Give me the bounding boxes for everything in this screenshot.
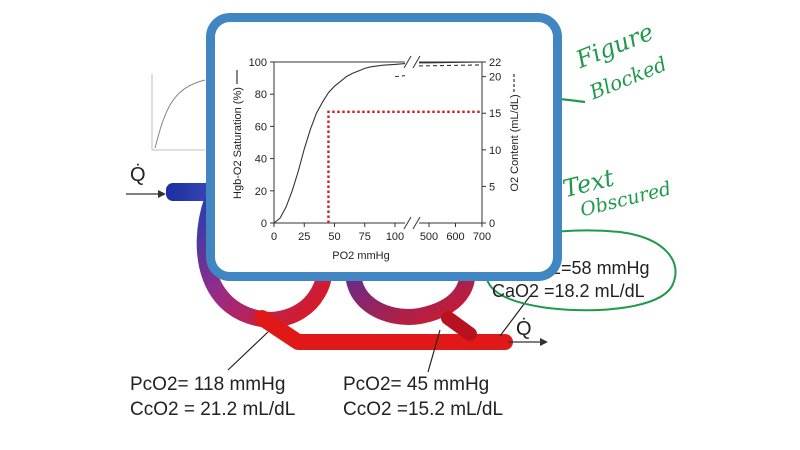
y-right-tick-label: 10 — [489, 145, 501, 157]
x-tick-label: 25 — [298, 231, 310, 243]
plot-frame — [273, 61, 483, 224]
right-capillary-loop — [345, 254, 476, 325]
arterial-leader-line — [499, 295, 531, 337]
y-left-tick-label: 40 — [255, 154, 267, 166]
inlet-vessel — [166, 183, 214, 201]
x-tick-label: 600 — [446, 231, 464, 243]
y-right-tick-label: 20 — [489, 72, 501, 84]
arterial-co2: CaO2 =18.2 mL/dL — [492, 281, 645, 301]
x-tick-label: 75 — [359, 231, 371, 243]
x-tick-label: 700 — [473, 231, 491, 243]
axis-break-bottom — [403, 216, 421, 230]
right-capillary-co2: CcO2 =15.2 mL/dL — [343, 399, 504, 420]
outlet-arrowhead-icon — [540, 338, 548, 346]
y-right-tick-label: 15 — [489, 108, 501, 120]
chart-panel: 0 25 50 75 100 500 600 700 0 20 40 60 80 100 0 5 10 15 20 2… — [206, 13, 562, 281]
x-tick-label: 100 — [386, 231, 404, 243]
y-left-tick-label: 20 — [255, 186, 267, 198]
content-dashed-line — [394, 64, 483, 78]
y-left-tick-label: 80 — [255, 89, 267, 101]
oxygen-dissociation-chart: 0 25 50 75 100 500 600 700020406080100051015202… — [232, 55, 521, 262]
y-right-tick-label: 0 — [489, 218, 495, 230]
left-capillary-co2: CcO2 = 21.2 mL/dL — [130, 399, 296, 420]
left-leader-line — [227, 331, 269, 371]
right-capillary-po2: PcO2= 45 mmHg — [343, 374, 490, 395]
inlet-arrowhead-icon — [158, 190, 166, 198]
x-tick-label: 0 — [271, 231, 277, 243]
x-tick-label: 50 — [328, 231, 340, 243]
inlet-flow-label: Q̇ — [130, 164, 146, 186]
right-leader-line — [427, 329, 441, 373]
left-capillary-po2: PcO2= 118 mmHg — [130, 374, 286, 395]
y-left-axis-title: Hgb-O2 Saturation (%) — [232, 87, 244, 199]
axis-break-top — [403, 55, 421, 69]
x-tick-label: 500 — [420, 231, 438, 243]
y-left-tick-label: 0 — [261, 218, 267, 230]
y-left-tick-label: 60 — [255, 121, 267, 133]
right-branch-vessel — [441, 311, 477, 341]
y-right-axis-title: O2 Content (mL/dL) — [509, 94, 521, 191]
saturation-curve — [273, 61, 483, 224]
outlet-flow-label: Q̇ — [516, 318, 532, 340]
thumbnail-curve — [151, 74, 206, 151]
y-left-tick-label: 100 — [249, 57, 267, 69]
threshold-line — [327, 110, 482, 223]
y-right-tick-label: 22 — [489, 57, 501, 69]
x-axis-title: PO2 mmHg — [332, 250, 389, 262]
y-right-tick-label: 5 — [489, 181, 495, 193]
